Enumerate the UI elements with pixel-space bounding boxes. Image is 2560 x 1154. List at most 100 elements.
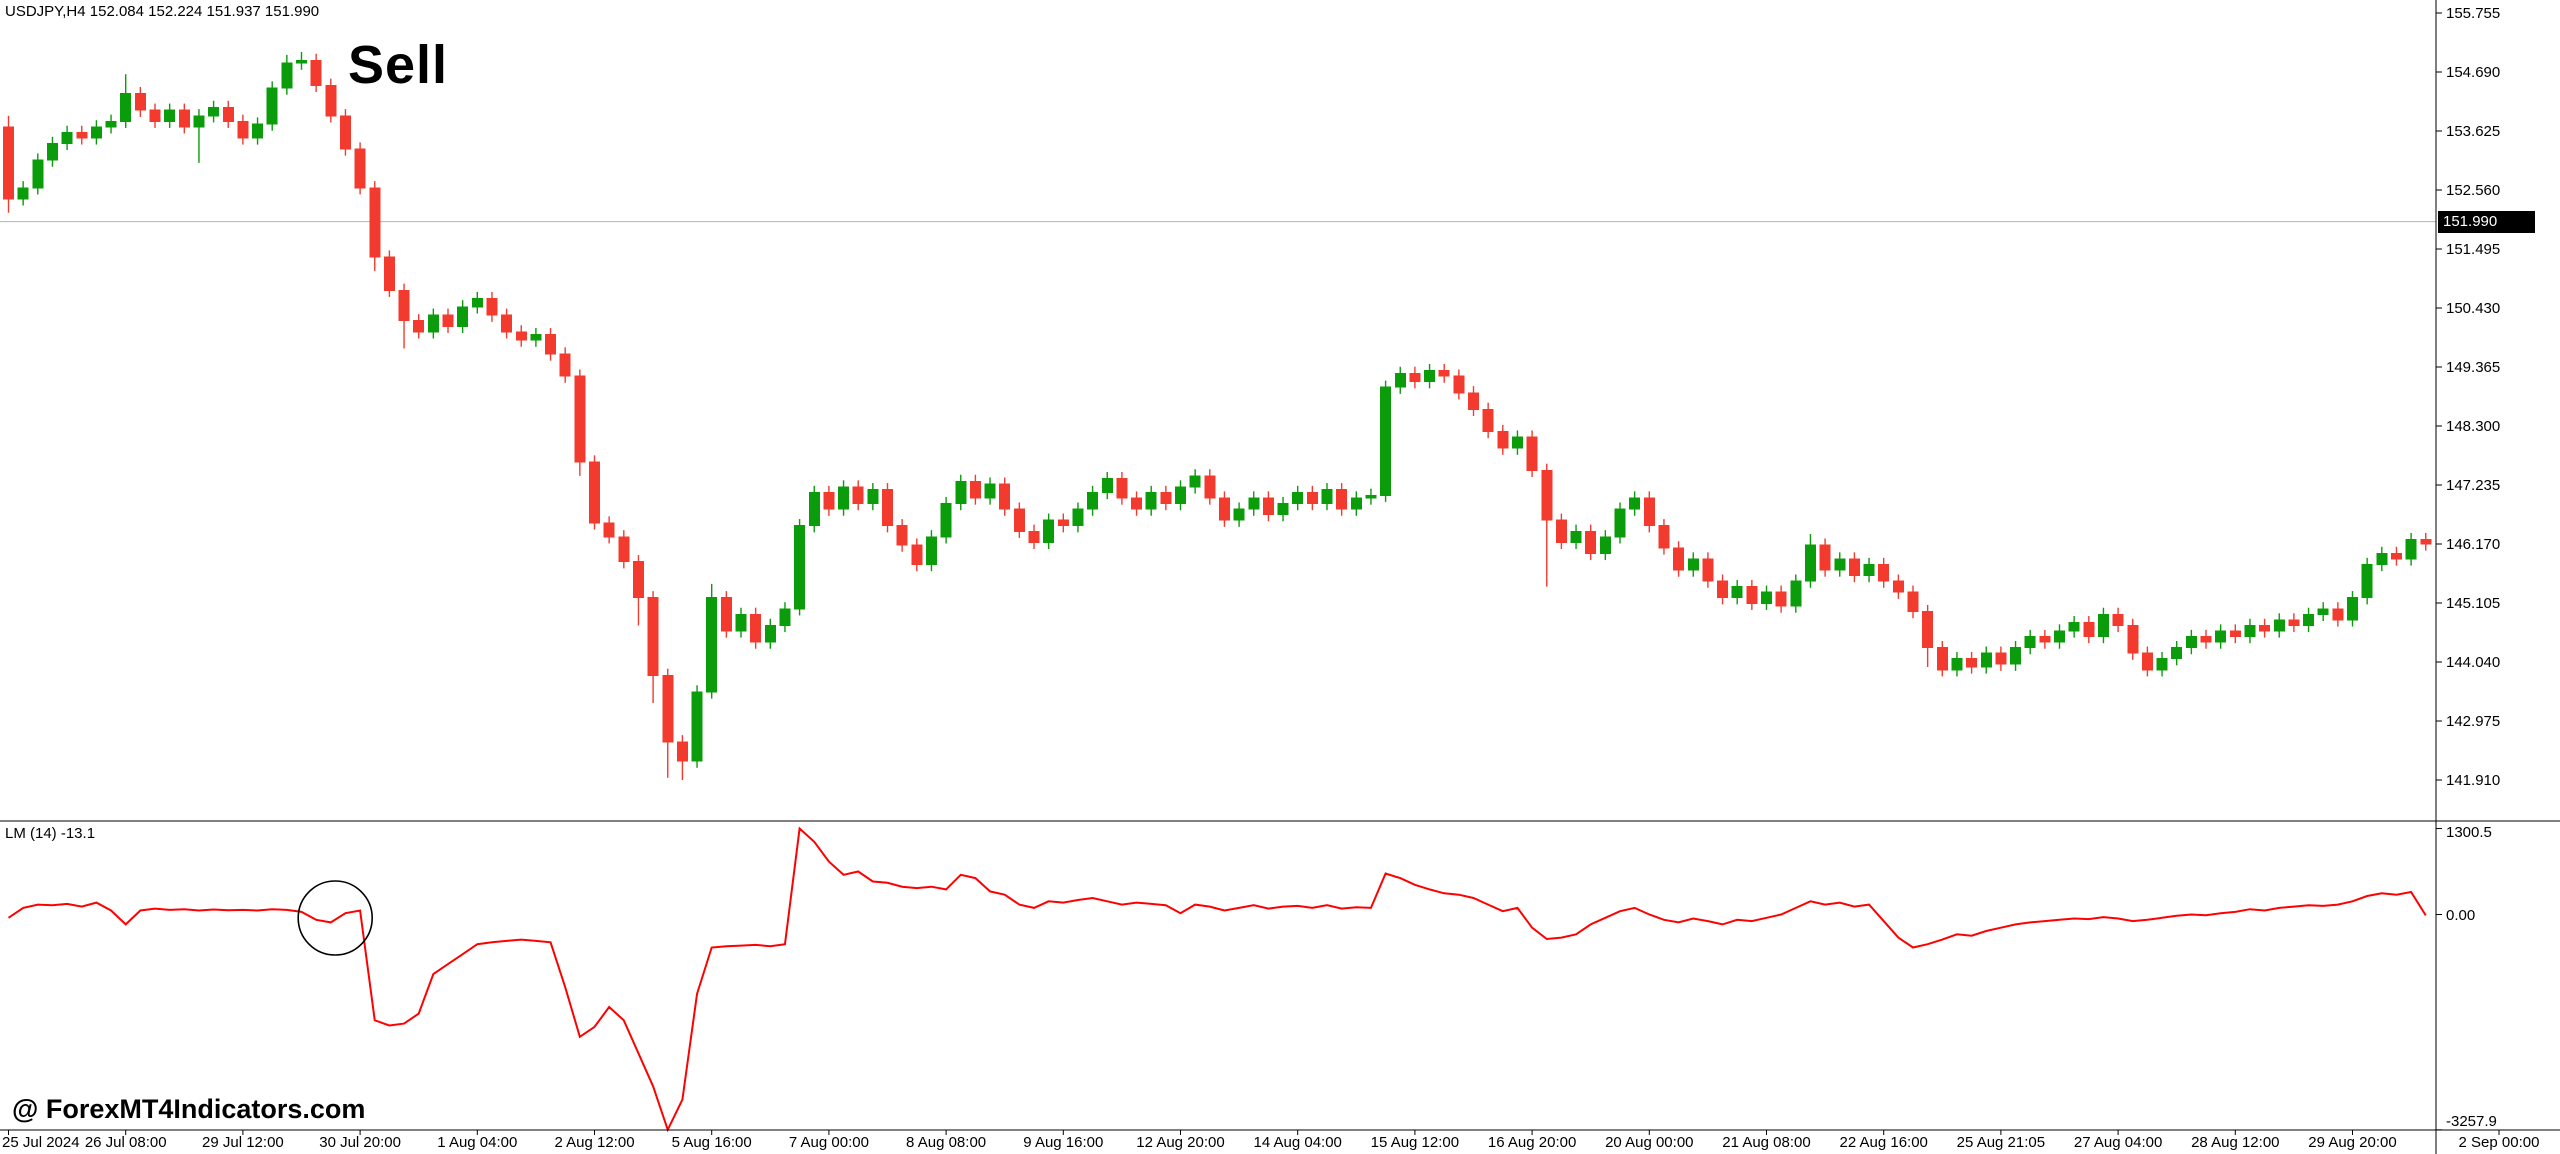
candle-bull: [46, 142, 58, 161]
sell-annotation: Sell: [348, 35, 449, 95]
candle-bear: [1160, 491, 1172, 505]
candle-bull: [2303, 613, 2315, 626]
candle-bull: [1687, 558, 1699, 571]
candle-bull: [1277, 503, 1289, 516]
candle-bull: [867, 489, 879, 505]
watermark: @ ForexMT4Indicators.com: [12, 1094, 366, 1124]
candle-bear: [632, 561, 644, 599]
time-axis-label: 26 Jul 08:00: [84, 1134, 167, 1151]
candle-bull: [17, 187, 29, 200]
candle-bear: [999, 483, 1011, 510]
time-axis-label: 29 Jul 12:00: [202, 1134, 284, 1151]
candle-bull: [2054, 630, 2065, 643]
time-axis-label: 28 Aug 12:00: [2191, 1134, 2280, 1151]
candle-bull: [1834, 558, 1846, 571]
candle-bear: [1468, 392, 1479, 410]
candle-bull: [2273, 619, 2285, 632]
candle-bear: [1482, 408, 1494, 433]
candle-bear: [1746, 586, 1758, 604]
candle-bear: [1922, 611, 1934, 649]
time-axis-label: 1 Aug 04:00: [437, 1134, 518, 1151]
candle-bear: [1453, 375, 1465, 394]
candle-bull: [90, 126, 102, 139]
candle-bull: [2244, 624, 2256, 638]
candle-bull: [1189, 475, 1201, 488]
candle-bear: [618, 536, 630, 563]
candle-bear: [676, 741, 688, 762]
candle-bear: [1526, 436, 1538, 471]
time-axis-label: 16 Aug 20:00: [1487, 1134, 1577, 1151]
indicator-line: [7, 826, 2427, 1133]
candle-bear: [354, 148, 366, 189]
candle-bear: [76, 131, 88, 139]
candle-bear: [325, 84, 337, 117]
candle-bear: [1218, 497, 1230, 521]
candle-bear: [1438, 370, 1450, 377]
price-axis-label: 152.560: [2446, 182, 2501, 199]
time-axis-label: 27 Aug 04:00: [2073, 1134, 2163, 1151]
candle-bull: [530, 334, 542, 341]
time-axis-label: 21 Aug 08:00: [1722, 1134, 1811, 1151]
candle-bear: [852, 486, 864, 505]
candle-bear: [647, 597, 659, 676]
candle-bull: [1365, 494, 1377, 499]
candle-bear: [1892, 580, 1904, 593]
price-axis[interactable]: 155.755 154.690 153.625 152.560 151.495 150.4…: [2443, 0, 2560, 1154]
price-axis-label: 147.235: [2446, 477, 2501, 494]
candle-bear: [1028, 530, 1040, 543]
candle-bear: [969, 480, 981, 499]
candle-bull: [32, 159, 44, 189]
candle-bull: [1043, 519, 1055, 543]
candle-bull: [120, 93, 132, 122]
time-axis-label: 29 Aug 20:00: [2308, 1134, 2397, 1151]
candle-bear: [589, 461, 600, 524]
time-axis-label: 2 Sep 00:00: [2458, 1134, 2540, 1151]
candle-bull: [1350, 497, 1362, 510]
candle-bull: [1424, 370, 1436, 383]
candle-bull: [296, 59, 307, 64]
candle-bear: [501, 314, 513, 333]
candle-bear: [1966, 658, 1978, 668]
candle-bull: [1380, 386, 1392, 496]
candle-bear: [2039, 636, 2051, 643]
candle-bear: [2112, 613, 2124, 626]
candle-bull: [2068, 622, 2080, 632]
candle-bear: [1204, 475, 1216, 499]
time-axis-label: 7 Aug 00:00: [788, 1134, 869, 1151]
candle-bull: [1614, 508, 1626, 538]
time-axis-label: 14 Aug 04:00: [1253, 1134, 1342, 1151]
time-axis[interactable]: 25 Jul 2024 26 Jul 08:00 29 Jul 12:00 30 Ju…: [0, 1134, 2560, 1154]
candle-bull: [1790, 580, 1802, 607]
candle-bear: [3, 126, 14, 200]
candle-bear: [574, 375, 586, 463]
candle-bear: [2259, 624, 2271, 632]
candle-bear: [2288, 619, 2300, 626]
candle-bear: [486, 298, 498, 316]
candle-bear: [1878, 564, 1890, 582]
candle-bull: [2156, 658, 2168, 671]
candle-bull: [193, 115, 205, 128]
candle-bear: [413, 320, 425, 333]
price-axis-label: 150.430: [2446, 300, 2501, 317]
candle-bear: [1702, 558, 1714, 582]
candle-bear: [750, 613, 762, 643]
candle-bull: [281, 62, 293, 89]
price-axis-label: 142.975: [2446, 713, 2501, 730]
candle-bull: [2376, 552, 2388, 566]
candle-bear: [2229, 630, 2241, 638]
candle-bear: [1907, 591, 1919, 613]
time-axis-label: 9 Aug 16:00: [1023, 1134, 1104, 1151]
candle-bull: [1731, 586, 1743, 599]
candle-bull: [1980, 652, 1992, 668]
candle-bear: [339, 115, 351, 150]
candle-bear: [134, 93, 146, 111]
candle-bull: [1394, 372, 1406, 388]
candle-bull: [1175, 486, 1186, 505]
candle-bear: [1409, 372, 1421, 383]
candle-bear: [178, 109, 190, 128]
candle-bear: [1658, 525, 1670, 549]
candle-bull: [471, 298, 483, 308]
candle-bear: [1673, 547, 1685, 571]
